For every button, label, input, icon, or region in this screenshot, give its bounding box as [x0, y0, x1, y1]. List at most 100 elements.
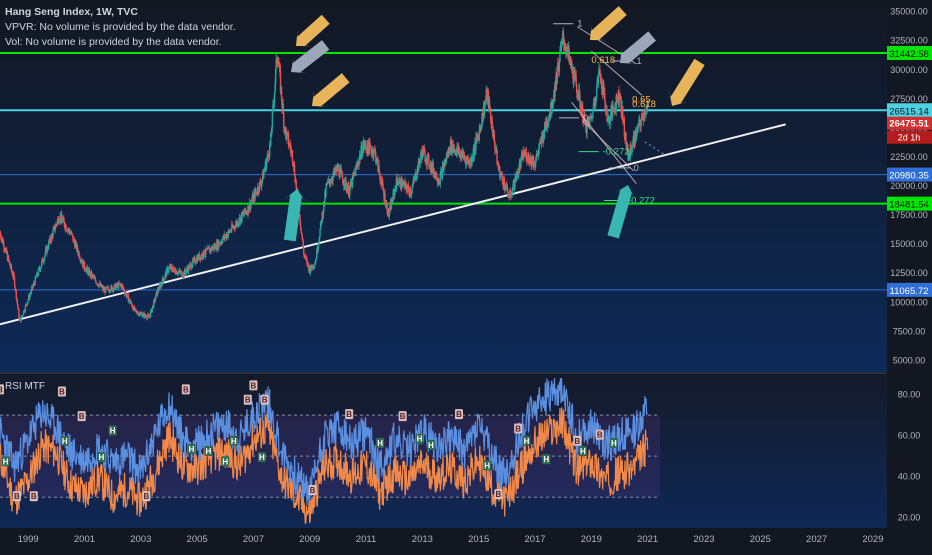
rsi-marker-box — [181, 384, 190, 395]
rsi-axis-tick: 80.00 — [898, 390, 921, 400]
candle-body — [168, 266, 171, 268]
candle-body — [110, 285, 113, 287]
candle-body — [352, 173, 355, 177]
candle-body — [513, 186, 516, 190]
candle-body — [56, 224, 58, 225]
bar-countdown: 2d 1h — [898, 133, 921, 143]
teal-arrow-2008[interactable] — [279, 187, 308, 242]
chart-title[interactable]: Hang Seng Index, 1W, TVC — [5, 6, 139, 18]
teal-arrow-2020[interactable] — [603, 182, 639, 240]
candle-body — [335, 169, 337, 173]
candle-body — [71, 234, 74, 236]
candle-body — [258, 191, 260, 193]
rsi-marker-box — [514, 423, 523, 434]
price-axis-tick: 30000.00 — [890, 65, 928, 75]
orange-arrow-2008[interactable] — [305, 69, 353, 114]
candle-body — [137, 313, 139, 315]
candle-body — [348, 195, 350, 197]
candle-body — [623, 119, 626, 137]
rsi-marker-label: B — [0, 385, 3, 394]
candle-body — [181, 271, 183, 277]
candle-body — [594, 100, 597, 105]
grey-arrow-2018[interactable] — [613, 28, 659, 72]
candle-body — [550, 101, 552, 114]
candle-body — [599, 69, 601, 75]
candle-body — [574, 75, 577, 77]
rsi-marker-label: B — [574, 437, 580, 446]
orange-arrow-2018-peak[interactable] — [583, 2, 630, 48]
candle-body — [543, 133, 545, 140]
candle-body — [32, 283, 35, 286]
candle-body — [402, 183, 404, 187]
fib-label: 0 — [634, 163, 639, 174]
candle-body — [606, 109, 608, 121]
candle-body — [604, 93, 606, 103]
candle-body — [299, 214, 301, 224]
candle-body — [243, 214, 245, 215]
candle-body — [641, 113, 643, 116]
candle-body — [574, 71, 576, 76]
candle-body — [424, 151, 426, 162]
rsi-axis-tick: 20.00 — [898, 513, 921, 523]
candle-body — [91, 274, 94, 276]
orange-arrow-2020[interactable] — [663, 56, 709, 112]
candle-body — [578, 89, 580, 100]
candle-body — [489, 111, 492, 120]
volume-status[interactable]: Vol: No volume is provided by the data v… — [5, 36, 222, 48]
candle-body — [411, 184, 414, 188]
candle-body — [305, 258, 308, 260]
candle-body — [85, 268, 87, 272]
candle-body — [139, 314, 141, 316]
candle-body — [346, 189, 349, 193]
candle-body — [603, 83, 605, 91]
fib-channel-line[interactable] — [582, 120, 634, 172]
candle-body — [517, 171, 519, 179]
rsi-marker-label: H — [231, 437, 237, 446]
candle-body — [427, 154, 430, 156]
candle-body — [513, 180, 515, 190]
candle-body — [270, 132, 272, 145]
fib-channel-line[interactable] — [591, 50, 643, 96]
candle-body — [627, 153, 630, 160]
time-axis-tick: 2003 — [130, 534, 151, 545]
candle-body — [43, 261, 45, 262]
candle-body — [35, 277, 37, 279]
candle-body — [515, 180, 517, 182]
time-axis-tick: 2001 — [74, 534, 95, 545]
candle-body — [27, 299, 29, 302]
candle-body — [645, 109, 647, 115]
level-price-tag — [887, 282, 932, 297]
candle-body — [97, 283, 99, 286]
candle-body — [376, 158, 378, 163]
candle-body — [123, 291, 126, 294]
candle-body — [384, 192, 386, 205]
orange-arrow-2007-peak[interactable] — [289, 11, 333, 54]
candle-body — [483, 104, 486, 115]
candle-body — [68, 228, 71, 232]
candle-body — [463, 156, 466, 159]
candle-body — [268, 145, 271, 157]
fib-channel-line[interactable] — [571, 101, 637, 184]
support-trendline[interactable] — [0, 123, 786, 326]
grey-arrow-2007-peak[interactable] — [284, 36, 332, 80]
candle-body — [109, 290, 112, 292]
candle-body — [501, 177, 504, 184]
rsi-indicator-label[interactable]: RSI MTF — [5, 381, 45, 392]
time-axis-tick: 1999 — [18, 534, 39, 545]
candle-body — [58, 221, 60, 223]
candle-body — [16, 298, 18, 301]
candle-body — [428, 155, 430, 166]
pane-separator[interactable] — [0, 372, 932, 374]
candle-body — [272, 103, 275, 105]
candle-body — [568, 48, 570, 59]
candle-body — [640, 119, 642, 127]
candle-body — [615, 95, 617, 111]
candle-body — [522, 151, 525, 157]
candle-body — [507, 191, 509, 197]
candle-body — [157, 290, 160, 291]
vpvr-status[interactable]: VPVR: No volume is provided by the data … — [5, 21, 236, 33]
candle-body — [328, 178, 330, 182]
candle-body — [14, 286, 16, 290]
candle-body — [37, 268, 40, 276]
time-axis-tick: 2009 — [299, 534, 320, 545]
